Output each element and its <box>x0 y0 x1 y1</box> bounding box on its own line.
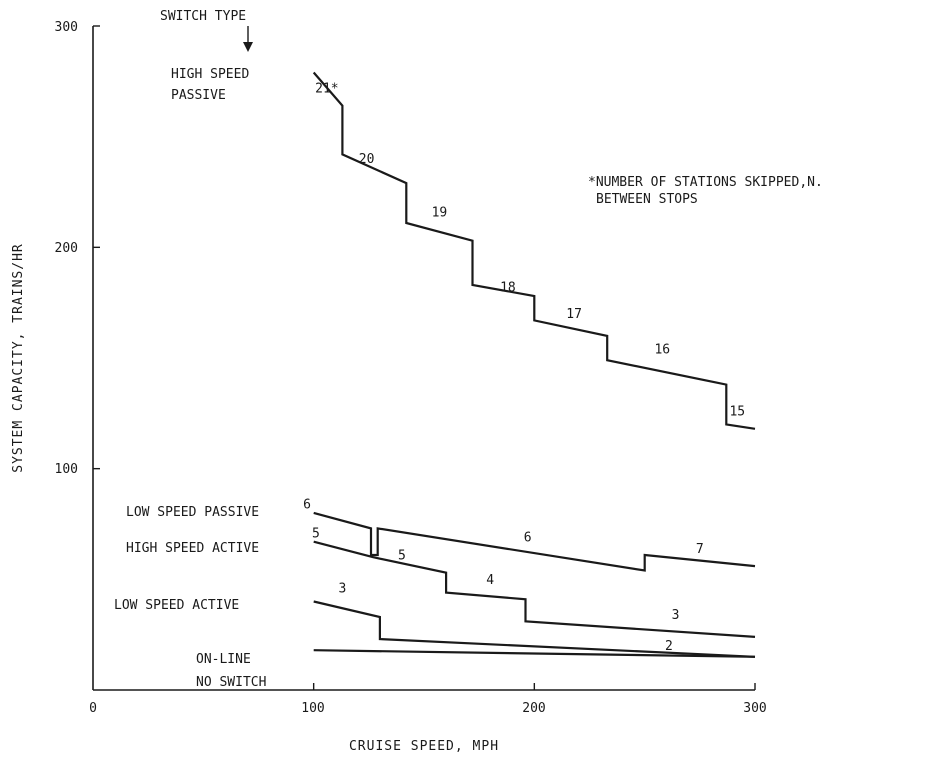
series-label-on-line-line-1: ON-LINE <box>196 652 251 667</box>
series-label-on-line-line-2: NO SWITCH <box>196 675 266 690</box>
series-label-low-speed-passive: LOW SPEED PASSIVE <box>126 505 259 520</box>
footnote-line-1: *NUMBER OF STATIONS SKIPPED,N. <box>588 175 823 190</box>
segment-label-low-speed-active-0: 3 <box>338 582 346 597</box>
segment-label-high-speed-passive-2: 19 <box>432 205 448 220</box>
switch-type-header: SWITCH TYPE <box>160 9 246 24</box>
y-axis-title: SYSTEM CAPACITY, TRAINS/HR <box>11 243 26 473</box>
x-tick-label-300: 300 <box>743 701 766 716</box>
segment-label-high-speed-active-3: 3 <box>672 608 680 623</box>
x-tick-label-100: 100 <box>301 701 324 716</box>
series-line-low-speed-active <box>313 600 756 658</box>
y-tick-label-100: 100 <box>55 462 78 477</box>
segment-label-low-speed-passive-2: 7 <box>696 542 704 557</box>
series-label-high-speed-passive-line-1: HIGH SPEED <box>171 67 249 82</box>
segment-label-high-speed-passive-6: 15 <box>729 405 745 420</box>
y-tick-label-200: 200 <box>55 241 78 256</box>
segment-label-low-speed-passive-1: 6 <box>524 531 532 546</box>
segment-label-high-speed-passive-4: 17 <box>566 307 582 322</box>
series-label-high-speed-passive-line-2: PASSIVE <box>171 88 226 103</box>
segment-label-high-speed-active-0: 5 <box>312 526 320 541</box>
segment-label-high-speed-active-2: 4 <box>486 573 494 588</box>
arrowhead-icon <box>243 42 253 52</box>
segment-label-high-speed-passive-0: 21* <box>315 81 338 96</box>
segment-label-high-speed-passive-3: 18 <box>500 281 516 296</box>
series-line-high-speed-active <box>313 540 756 638</box>
segment-label-high-speed-active-1: 5 <box>398 548 406 563</box>
series-label-high-speed-active: HIGH SPEED ACTIVE <box>126 541 259 556</box>
series-line-on-line-no-switch <box>313 649 756 658</box>
segment-label-on-line-no-switch-0: 2 <box>665 639 673 654</box>
footnote-line-2: BETWEEN STOPS <box>596 192 698 207</box>
series-label-low-speed-active: LOW SPEED ACTIVE <box>114 598 239 613</box>
x-axis-title: CRUISE SPEED, MPH <box>349 739 499 754</box>
segment-label-high-speed-passive-5: 16 <box>654 343 670 358</box>
x-tick-label-200: 200 <box>522 701 545 716</box>
x-tick-label-0: 0 <box>89 701 97 716</box>
series-line-high-speed-passive <box>312 71 756 430</box>
series-layer: 21* 20 19 18 17 16 15 6 6 7 5 5 4 3 3 2 <box>303 71 756 658</box>
series-line-low-speed-passive <box>313 511 756 572</box>
y-tick-label-300: 300 <box>55 20 78 35</box>
axis-ticks <box>93 25 756 690</box>
segment-label-high-speed-passive-1: 20 <box>359 152 375 167</box>
segment-label-low-speed-passive-0: 6 <box>303 498 311 513</box>
